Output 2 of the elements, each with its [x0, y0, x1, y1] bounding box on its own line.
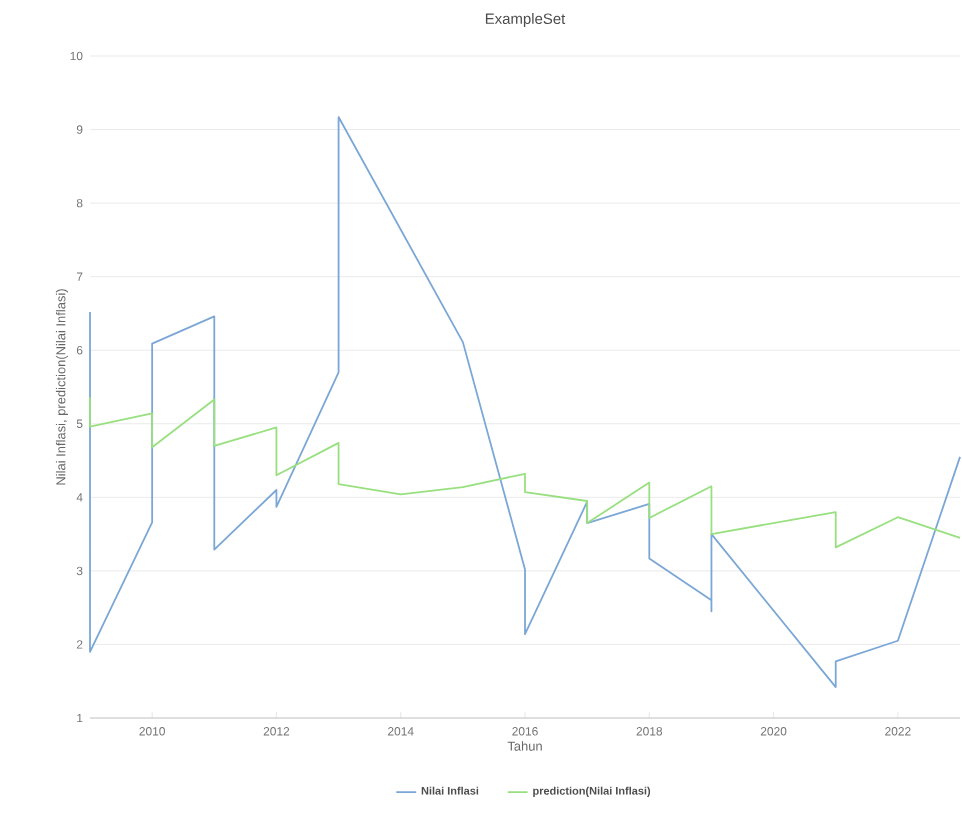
line-series: [89, 116, 961, 689]
line-series: [89, 396, 961, 549]
